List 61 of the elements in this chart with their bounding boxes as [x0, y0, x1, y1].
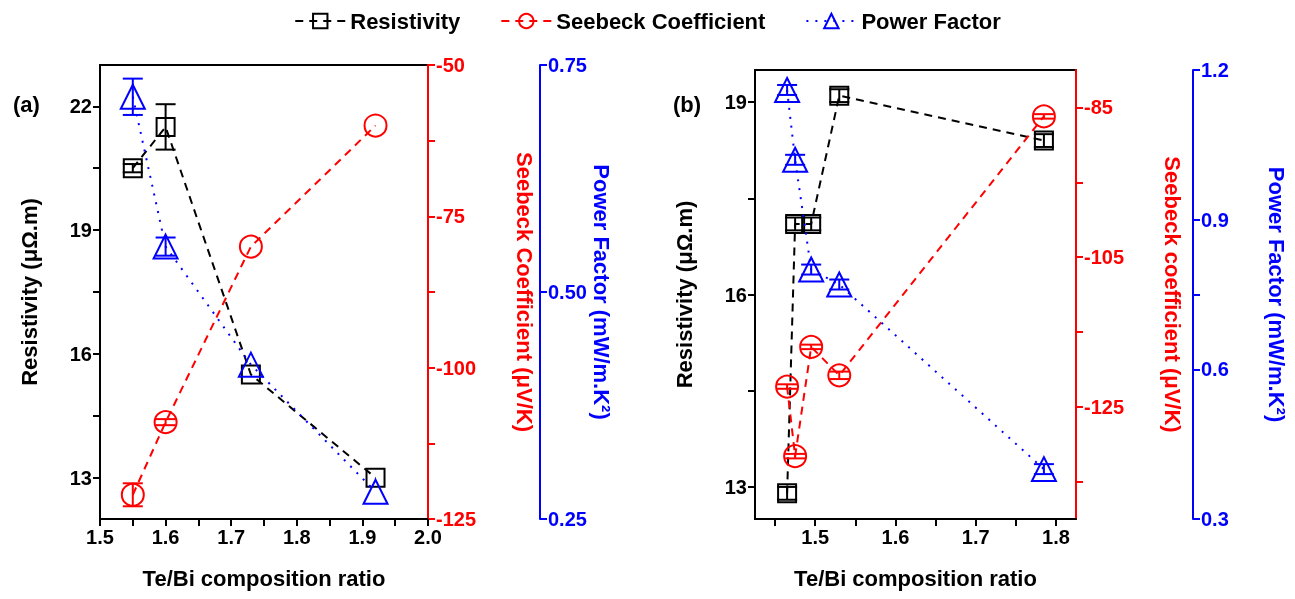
y3-tick-label: 0.50 — [548, 281, 587, 303]
x-axis-title: Te/Bi composition ratio — [142, 565, 386, 591]
y-tick-label: 22 — [69, 95, 92, 118]
point — [774, 76, 801, 103]
point — [363, 113, 388, 138]
y3-axis-title: Power Factor (mW/m.K²) — [1263, 166, 1289, 423]
legend-label: Seebeck Coefficient — [556, 8, 767, 34]
y2-tick-label: -85 — [1084, 96, 1113, 119]
point — [119, 83, 146, 110]
legend-label: Power Factor — [861, 8, 1002, 34]
point — [362, 478, 389, 505]
x-tick-label: 1.6 — [881, 526, 910, 548]
x-tick-label: 1.5 — [801, 526, 830, 548]
y2-tick-label: -105 — [1084, 246, 1125, 269]
y2-tick-label: -75 — [436, 205, 465, 228]
y3-tick-label: 0.9 — [1201, 208, 1229, 231]
y-axis-title: Resistivity (μΩ.m) — [16, 198, 42, 386]
text: (b) — [673, 91, 702, 117]
x-tick-label: 1.8 — [282, 526, 311, 548]
x-tick-label: 1.6 — [151, 526, 180, 548]
point — [238, 234, 263, 259]
x-axis-title: Te/Bi composition ratio — [794, 565, 1037, 591]
y-tick-label: 16 — [724, 283, 747, 306]
point — [153, 410, 178, 435]
point — [826, 271, 853, 298]
y-tick-label: 16 — [69, 342, 92, 365]
y3-axis-title: Power Factor (mW/m.K²) — [589, 164, 615, 420]
point — [237, 351, 264, 378]
point — [1030, 456, 1057, 483]
point — [827, 363, 852, 388]
point — [155, 116, 176, 137]
point — [782, 146, 809, 173]
legend-label: Resistivity — [350, 8, 462, 34]
point — [798, 256, 825, 283]
y3-tick-label: 0.3 — [1201, 508, 1229, 530]
point — [365, 467, 386, 488]
x-tick-label: 1.7 — [961, 526, 990, 548]
point — [783, 444, 808, 469]
text: (a) — [13, 91, 40, 117]
y2-tick-label: -100 — [436, 356, 477, 379]
point — [1031, 104, 1056, 129]
y2-tick-label: -50 — [436, 54, 465, 76]
y2-axis-title: Seebeck coefficient (μV/K) — [1159, 156, 1185, 433]
y3-tick-label: 0.75 — [548, 54, 587, 76]
x-tick-label: 1.8 — [1042, 526, 1070, 548]
y-tick-label: 13 — [69, 466, 92, 489]
y-axis-title: Resistivity (μΩ.m) — [671, 200, 697, 389]
y3-tick-label: 1.2 — [1201, 59, 1229, 81]
x-tick-label: 1.9 — [348, 526, 377, 548]
x-tick-label: 1.5 — [86, 526, 114, 548]
y2-tick-label: -125 — [1084, 395, 1125, 418]
point — [775, 374, 800, 399]
y-tick-label: 19 — [724, 91, 747, 114]
y-tick-label: 19 — [69, 219, 92, 242]
point — [799, 334, 824, 359]
y-tick-label: 13 — [724, 475, 747, 498]
y2-axis-title: Seebeck Coefficient (μV/K) — [511, 152, 537, 432]
point — [122, 158, 143, 179]
x-tick-label: 1.7 — [217, 526, 246, 548]
y3-tick-label: 0.25 — [548, 508, 587, 530]
y3-tick-label: 0.6 — [1201, 358, 1229, 381]
